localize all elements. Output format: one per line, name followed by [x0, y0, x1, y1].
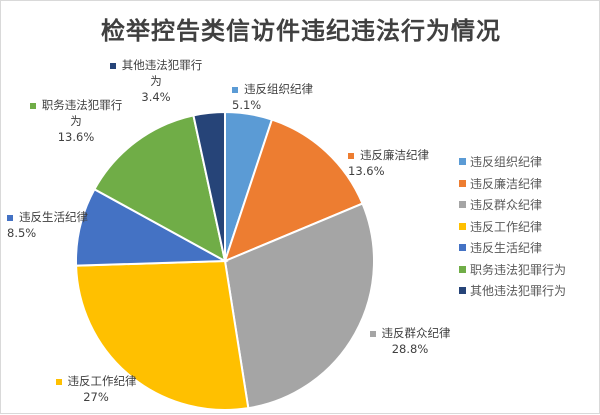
slice-label-value: 13.6%: [57, 130, 95, 144]
legend-swatch: [459, 287, 466, 295]
slice-data-label: 违反工作纪律 27%: [41, 373, 151, 405]
pie-slice: [223, 202, 375, 410]
legend-item: 职务违法犯罪行为: [459, 259, 566, 281]
legend-label: 违反廉洁纪律: [470, 176, 543, 191]
slice-label-swatch: [232, 86, 238, 93]
legend-item: 违反群众纪律: [459, 194, 566, 216]
slice-label-category: 违反工作纪律: [67, 374, 137, 388]
legend-label: 违反群众纪律: [470, 198, 543, 213]
legend-item: 违反组织纪律: [459, 151, 566, 173]
legend-item: 其他违法犯罪行为: [459, 280, 566, 302]
pie-slice: [75, 259, 250, 411]
legend-item: 违反工作纪律: [459, 216, 566, 238]
slice-data-label: 其他违法犯罪行为 3.4%: [101, 57, 211, 105]
slice-data-label: 违反廉洁纪律 13.6%: [348, 147, 458, 179]
legend-swatch: [459, 265, 466, 273]
slice-data-label: 违反群众纪律 28.8%: [355, 325, 465, 357]
slice-label-category: 违反生活纪律: [19, 210, 88, 224]
slice-label-category: 违反廉洁纪律: [360, 148, 429, 162]
chart-legend: 违反组织纪律 违反廉洁纪律 违反群众纪律 违反工作纪律 违反生活纪律职务违法犯罪行为 其他…: [459, 151, 566, 302]
legend-label: 违反组织纪律: [470, 155, 543, 170]
pie-slice: [223, 118, 364, 263]
slice-label-category: 违反组织纪律: [244, 82, 313, 96]
slice-label-swatch: [109, 62, 116, 69]
slice-label-swatch: [348, 152, 354, 159]
slice-label-swatch: [55, 378, 62, 385]
slice-label-swatch: [369, 330, 376, 337]
slice-label-category: 职务违法犯罪行为: [41, 98, 123, 128]
slice-label-swatch: [29, 102, 36, 109]
chart-title: 检举控告类信访件违纪违法行为情况: [101, 17, 501, 45]
pie-slice: [93, 114, 227, 263]
slice-label-value: 8.5%: [7, 226, 37, 240]
legend-swatch: [459, 222, 466, 230]
slice-label-value: 5.1%: [232, 98, 262, 112]
legend-swatch: [459, 179, 466, 187]
legend-label: 违反生活纪律: [470, 241, 543, 256]
slice-label-category: 违反群众纪律: [381, 326, 451, 340]
legend-swatch: [459, 158, 466, 166]
slice-data-label: 违反组织纪律 5.1%: [232, 81, 322, 113]
slice-data-label: 职务违法犯罪行为 13.6%: [21, 97, 131, 145]
slice-data-label: 违反生活纪律 8.5%: [7, 209, 117, 241]
legend-item: 违反生活纪律: [459, 237, 566, 259]
legend-item: 违反廉洁纪律: [459, 173, 566, 195]
slice-label-value: 28.8%: [391, 342, 429, 356]
pie-slice: [192, 110, 226, 262]
slice-label-value: 27%: [83, 390, 109, 404]
slice-label-category: 其他违法犯罪行为: [121, 58, 203, 88]
legend-label: 其他违法犯罪行为: [470, 284, 567, 299]
legend-swatch: [459, 201, 466, 209]
slice-label-value: 3.4%: [141, 90, 171, 104]
legend-swatch: [459, 244, 466, 252]
slice-label-swatch: [7, 214, 13, 221]
legend-label: 违反工作纪律: [470, 219, 543, 234]
slice-label-value: 13.6%: [348, 164, 385, 178]
legend-label: 职务违法犯罪行为: [470, 262, 567, 277]
